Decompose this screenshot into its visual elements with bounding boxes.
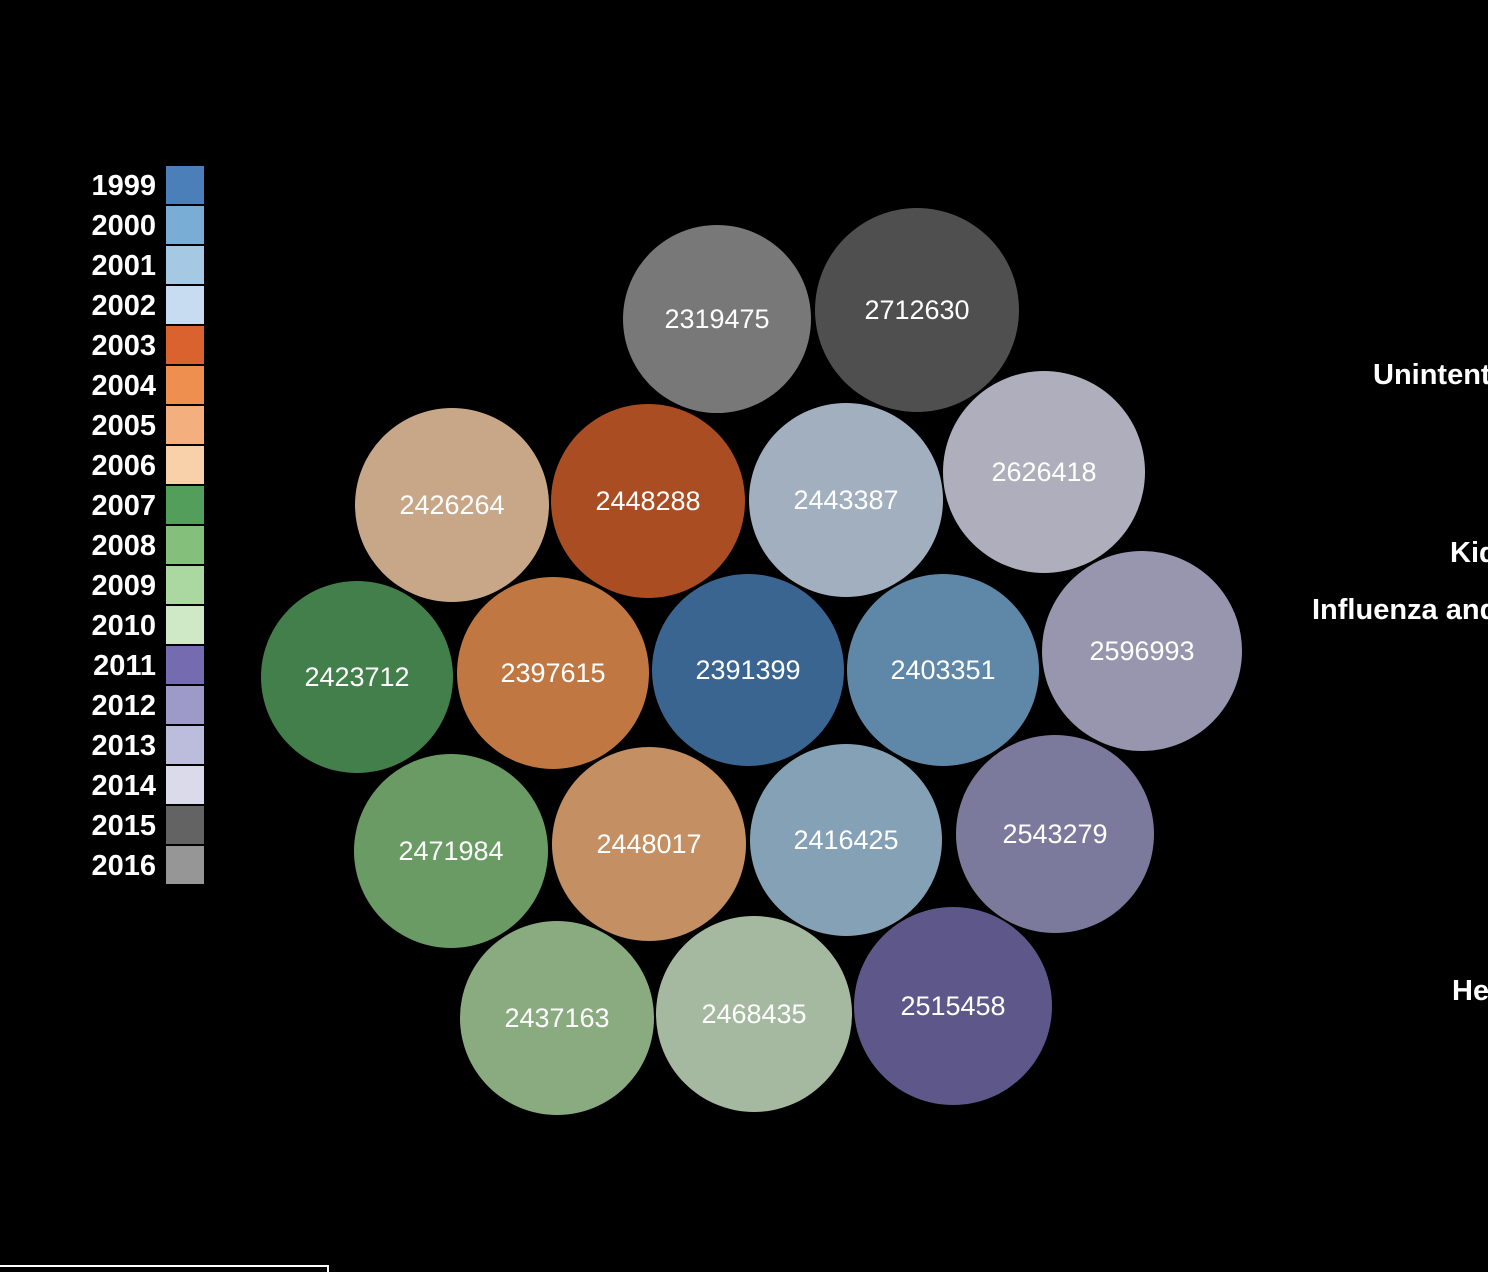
bubble-label-2000: 2403351 <box>890 655 995 685</box>
bubble-2005[interactable] <box>552 747 746 941</box>
legend-swatch-2006 <box>166 446 204 484</box>
bubble-label-1999: 2391399 <box>695 655 800 685</box>
bubble-2002[interactable] <box>749 403 943 597</box>
bubble-label-2009: 2437163 <box>504 1003 609 1033</box>
bubble-2013[interactable] <box>1042 551 1242 751</box>
legend-label-2011: 2011 <box>93 650 156 682</box>
legend-label-1999: 1999 <box>91 170 156 202</box>
legend-label-2013: 2013 <box>91 730 156 762</box>
side-label-2: Influenza and <box>1312 594 1488 626</box>
legend-label-2005: 2005 <box>91 410 156 442</box>
bubble-2008[interactable] <box>354 754 548 948</box>
legend-swatch-2016 <box>166 846 204 884</box>
bubble-2014[interactable] <box>943 371 1145 573</box>
bubble-label-2001: 2416425 <box>793 825 898 855</box>
side-labels: Unintent Kid Influenza and He <box>1312 359 1488 1007</box>
bubble-label-2014: 2626418 <box>991 457 1096 487</box>
bubble-label-2002: 2443387 <box>793 485 898 515</box>
bubble-2010[interactable] <box>656 916 852 1112</box>
bubble-2003[interactable] <box>551 404 745 598</box>
legend-label-2000: 2000 <box>91 210 156 242</box>
bubble-2011[interactable] <box>854 907 1052 1105</box>
legend-swatch-2015 <box>166 806 204 844</box>
legend-label-2016: 2016 <box>91 850 156 882</box>
legend-swatch-2010 <box>166 606 204 644</box>
bubble-2007[interactable] <box>261 581 453 773</box>
bottom-panel-box <box>0 1265 329 1272</box>
legend-label-2006: 2006 <box>91 450 156 482</box>
legend-label-2003: 2003 <box>91 330 156 362</box>
bubble-label-2016: 2319475 <box>664 304 769 334</box>
legend-label-2012: 2012 <box>91 690 156 722</box>
bubble-label-2011: 2515458 <box>900 991 1005 1021</box>
bubble-label-2004: 2397615 <box>500 658 605 688</box>
bubble-2015[interactable] <box>815 208 1019 412</box>
bubble-2004[interactable] <box>457 577 649 769</box>
legend-swatch-2008 <box>166 526 204 564</box>
bubble-label-2013: 2596993 <box>1089 636 1194 666</box>
legend-label-2007: 2007 <box>91 490 156 522</box>
bubble-label-2012: 2543279 <box>1002 819 1107 849</box>
legend-label-2008: 2008 <box>91 530 156 562</box>
legend-label-2010: 2010 <box>91 610 156 642</box>
legend-swatch-2011 <box>166 646 204 684</box>
legend-swatch-2014 <box>166 766 204 804</box>
bubble-label-2010: 2468435 <box>701 999 806 1029</box>
legend-label-2001: 2001 <box>91 250 156 282</box>
bubble-2001[interactable] <box>750 744 942 936</box>
bubble-2016[interactable] <box>623 225 811 413</box>
legend-label-2004: 2004 <box>91 370 156 402</box>
side-label-3: He <box>1452 975 1488 1007</box>
legend-swatch-2000 <box>166 206 204 244</box>
legend-swatch-2012 <box>166 686 204 724</box>
bubble-2009[interactable] <box>460 921 654 1115</box>
legend-swatch-2005 <box>166 406 204 444</box>
bubble-label-2008: 2471984 <box>398 836 503 866</box>
legend-swatch-2009 <box>166 566 204 604</box>
bubble-2006[interactable] <box>355 408 549 602</box>
side-label-0: Unintent <box>1373 359 1488 391</box>
legend-swatch-2002 <box>166 286 204 324</box>
bubble-label-2007: 2423712 <box>304 662 409 692</box>
legend-label-2009: 2009 <box>91 570 156 602</box>
legend-swatch-1999 <box>166 166 204 204</box>
bubble-label-2005: 2448017 <box>596 829 701 859</box>
side-label-1: Kid <box>1450 537 1488 569</box>
bubble-2000[interactable] <box>847 574 1039 766</box>
bubble-label-2003: 2448288 <box>595 486 700 516</box>
bubble-1999[interactable] <box>652 574 844 766</box>
bubble-2012[interactable] <box>956 735 1154 933</box>
bubble-label-2006: 2426264 <box>399 490 504 520</box>
bubble-group: 2391399 2403351 2416425 2443387 2448288 23976… <box>261 208 1242 1115</box>
legend-swatch-2001 <box>166 246 204 284</box>
legend-label-2015: 2015 <box>91 810 156 842</box>
legend-label-2014: 2014 <box>91 770 156 802</box>
legend-label-2002: 2002 <box>91 290 156 322</box>
legend: 1999 2000 2001 2002 2003 2004 2005 2006 2007 2008… <box>91 166 204 884</box>
legend-swatch-2013 <box>166 726 204 764</box>
legend-swatch-2003 <box>166 326 204 364</box>
legend-swatch-2007 <box>166 486 204 524</box>
legend-swatch-2004 <box>166 366 204 404</box>
bubble-label-2015: 2712630 <box>864 295 969 325</box>
